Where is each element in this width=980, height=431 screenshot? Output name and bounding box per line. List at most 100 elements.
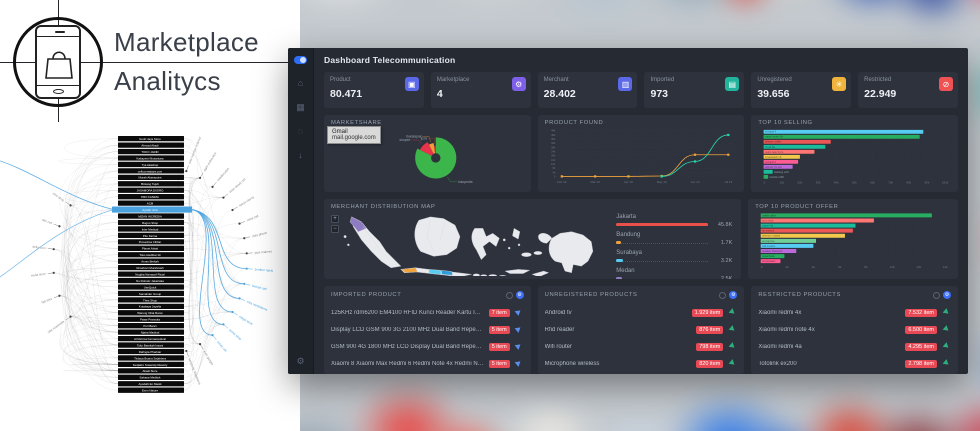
- svg-text:0: 0: [764, 181, 766, 185]
- svg-text:Ayodin Jora: Ayodin Jora: [142, 208, 158, 212]
- logo-title-line1: Marketplace: [114, 27, 259, 57]
- svg-text:UseQuick: UseQuick: [144, 285, 157, 289]
- panel-title: MARKETSHARE: [331, 120, 382, 126]
- svg-text:walkie talkie: walkie talkie: [762, 213, 776, 217]
- list-item[interactable]: Xiaomi redmi note 4x 6.500 item: [758, 321, 951, 338]
- indonesia-map[interactable]: [331, 212, 610, 276]
- legend-value: 1.7K: [720, 239, 733, 246]
- send-icon[interactable]: [514, 307, 524, 317]
- menu-toggle[interactable]: [294, 56, 307, 64]
- svg-text:Tya Akashop: Tya Akashop: [142, 163, 159, 167]
- list-item[interactable]: Microphone wireless 820 item: [545, 355, 738, 372]
- panel-title: MERCHANT DISTRIBUTION MAP: [331, 204, 436, 210]
- svg-text:40k: 40k: [551, 133, 556, 137]
- svg-text:rata niramedia: rata niramedia: [47, 319, 66, 334]
- list-item[interactable]: Display LCD GSM 900 3G 2100 MHz Dual Ban…: [331, 321, 524, 338]
- check-icon[interactable]: [727, 307, 737, 317]
- filter-icon[interactable]: ⚙: [943, 291, 952, 299]
- svg-text:citra mediatama: citra mediatama: [246, 300, 268, 312]
- logo-crosshair-horizontal: [0, 62, 300, 63]
- item-count-badge: 1.929 item: [691, 308, 724, 317]
- svg-text:redmi note 5 pro: redmi note 5 pro: [765, 151, 784, 154]
- map-zoom-out-button[interactable]: −: [331, 225, 339, 233]
- check-icon[interactable]: [727, 324, 737, 334]
- svg-text:28k: 28k: [551, 145, 556, 149]
- stat-card-imported: Imported 973 ▤: [644, 72, 745, 108]
- svg-text:Mar 19: Mar 19: [590, 180, 600, 184]
- legend-city: Bandung: [616, 232, 641, 238]
- list-item[interactable]: Rfid reader 876 item: [545, 321, 738, 338]
- merchant-icon: ▥: [618, 77, 633, 91]
- check-icon[interactable]: [727, 358, 737, 368]
- grid-icon[interactable]: ▦: [296, 102, 305, 112]
- map-legend-row: Jakarta 45.8K: [616, 214, 732, 228]
- list-item[interactable]: Xiaomi 8 Xiaomi Max Redmi 6 Redmi Note 4…: [331, 355, 524, 372]
- send-icon[interactable]: [514, 358, 524, 368]
- list-item[interactable]: Xiaomi redmi 4x 7.532 item: [758, 304, 951, 321]
- svg-text:jd.id: jd.id: [420, 136, 427, 140]
- check-icon[interactable]: [941, 358, 951, 368]
- svg-text:lcd repeater: lcd repeater: [762, 259, 776, 263]
- list-item[interactable]: Xiaomi redmi 4a 4.295 item: [758, 338, 951, 355]
- svg-text:12k: 12k: [551, 162, 556, 166]
- home-icon[interactable]: ⌂: [297, 78, 304, 88]
- map-zoom-in-button[interactable]: +: [331, 215, 339, 223]
- svg-text:Pasar Pramuka: Pasar Pramuka: [140, 318, 160, 322]
- svg-text:Kabayemi Nusantara: Kabayemi Nusantara: [137, 156, 164, 160]
- download-icon[interactable]: ↓: [298, 150, 303, 160]
- list-item[interactable]: GSM 900 4G 1800 MHz LCD Display Dual Ban…: [331, 338, 524, 355]
- check-icon[interactable]: [941, 324, 951, 334]
- svg-text:airpods i7s tws: airpods i7s tws: [765, 166, 782, 169]
- stat-label: Restricted: [864, 77, 892, 83]
- list-item[interactable]: 125KHz rdm6200 EM4100 RFID Kunci Reader …: [331, 304, 524, 321]
- refresh-icon[interactable]: [505, 291, 513, 299]
- svg-text:20k: 20k: [551, 154, 556, 158]
- svg-text:smartwatch u8: smartwatch u8: [765, 156, 782, 159]
- map-legend-row: Bandung 1.7K: [616, 232, 732, 246]
- svg-text:Rafingta Pharktar: Rafingta Pharktar: [139, 350, 162, 354]
- refresh-icon[interactable]: [719, 291, 727, 299]
- panel-title: RESTRICTED PRODUCTS: [758, 292, 841, 298]
- svg-text:6k: 6k: [838, 265, 842, 269]
- reports-icon[interactable]: ◌: [297, 126, 304, 136]
- svg-text:antena tv digital: antena tv digital: [762, 234, 780, 238]
- svg-text:Feb 19: Feb 19: [557, 180, 567, 184]
- svg-text:Bintang Tujuh: Bintang Tujuh: [141, 182, 159, 186]
- check-icon[interactable]: [941, 341, 951, 351]
- svg-text:20k: 20k: [798, 181, 803, 185]
- legend-value: 2.5K: [720, 275, 733, 280]
- filter-icon[interactable]: ⚙: [515, 291, 524, 299]
- filter-icon[interactable]: ⚙: [729, 291, 738, 299]
- check-icon[interactable]: [941, 307, 951, 317]
- check-icon[interactable]: [727, 341, 737, 351]
- svg-text:medika jaya: medika jaya: [216, 167, 230, 182]
- list-item[interactable]: Totolink ex200 2.798 item: [758, 355, 951, 372]
- svg-text:Ayodahi En Masik: Ayodahi En Masik: [138, 382, 162, 386]
- send-icon[interactable]: [514, 324, 524, 334]
- svg-text:2k: 2k: [786, 265, 790, 269]
- refresh-icon[interactable]: [933, 291, 941, 299]
- send-icon[interactable]: [514, 341, 524, 351]
- settings-icon[interactable]: ⚙: [296, 356, 305, 366]
- top-selling-bar-chart[interactable]: 0 10k 20k 30k 40k 50k 60k 70k 80k 90k 100k mi band …: [758, 126, 951, 187]
- svg-text:0: 0: [761, 265, 763, 269]
- list-item[interactable]: Wifi router 798 item: [545, 338, 738, 355]
- merchant-network-graph[interactable]: toko sumber makmur agen pulsa jaya medika …: [0, 110, 302, 426]
- legend-city: Medan: [616, 268, 635, 274]
- list-item[interactable]: Android tv 1.929 item: [545, 304, 738, 321]
- svg-text:sumber rejeki: sumber rejeki: [255, 267, 274, 272]
- svg-text:mi band 4: mi band 4: [765, 131, 777, 134]
- svg-text:totolink n150: totolink n150: [770, 176, 785, 179]
- svg-text:JASAMORA DIGIRO: JASAMORA DIGIRO: [137, 189, 165, 193]
- legend-value: 45.8K: [717, 221, 733, 228]
- svg-text:TOKO JADID: TOKO JADID: [141, 150, 158, 154]
- svg-text:duta phone: duta phone: [252, 231, 268, 239]
- svg-text:80k: 80k: [907, 181, 912, 185]
- svg-text:agen pulsa jaya: agen pulsa jaya: [202, 151, 217, 172]
- svg-text:powerbank: powerbank: [762, 254, 775, 258]
- svg-text:indo gadget: indo gadget: [202, 350, 214, 366]
- svg-text:60k: 60k: [870, 181, 875, 185]
